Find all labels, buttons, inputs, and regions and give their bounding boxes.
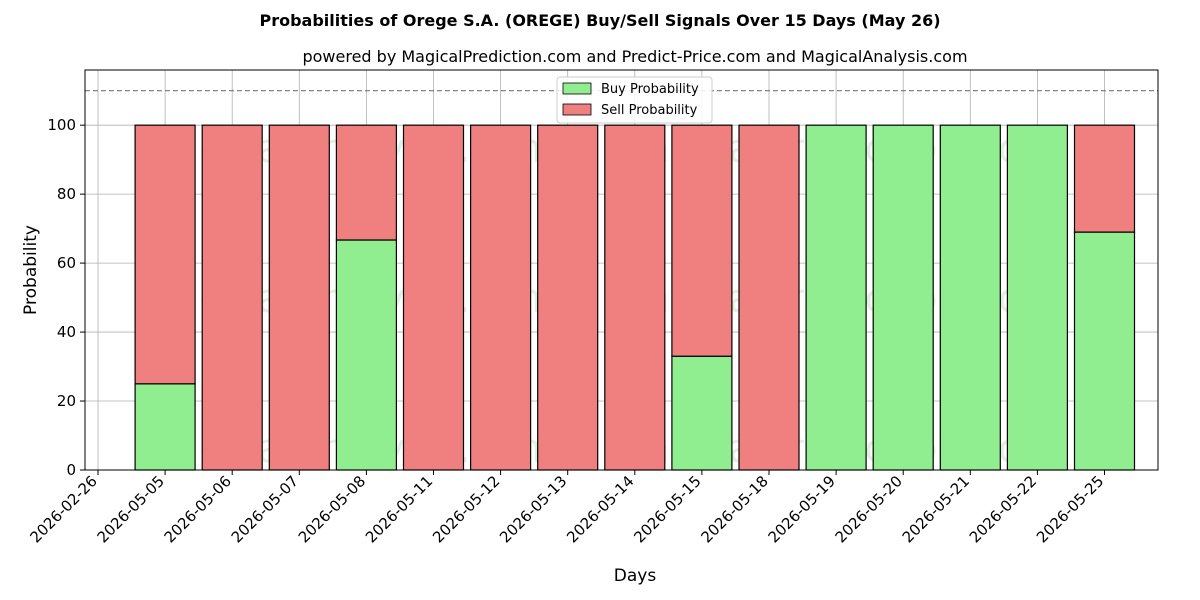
chart-subtitle: powered by MagicalPrediction.com and Pre… (302, 47, 967, 66)
y-tick-label: 20 (57, 392, 76, 410)
bar-sell (671, 124, 733, 357)
x-tick-label: 2026-05-12 (429, 472, 503, 546)
x-axis-ticks: 2026-02-262026-05-052026-05-062026-05-07… (26, 470, 1107, 546)
plot-frame (84, 69, 1159, 471)
bar-sell (537, 124, 599, 471)
bar-sell (201, 124, 263, 471)
bar-sell (1073, 124, 1136, 233)
legend-swatch-sell (562, 103, 592, 116)
bar-sell (134, 124, 196, 385)
bar-buy (134, 383, 196, 471)
legend: Buy Probability Sell Probability (556, 76, 713, 124)
bar-buy (671, 355, 733, 471)
legend-label-buy: Buy Probability (601, 82, 699, 97)
bar-sell (604, 124, 666, 471)
x-tick-label: 2026-05-07 (228, 472, 302, 546)
legend-label-sell: Sell Probability (601, 103, 698, 118)
bar-buy (939, 124, 1001, 471)
y-tick-label: 40 (57, 323, 76, 341)
x-tick-label: 2026-05-08 (295, 472, 369, 546)
chart-title: Probabilities of Orege S.A. (OREGE) Buy/… (259, 11, 940, 30)
x-tick-label: 2026-05-22 (966, 472, 1040, 546)
y-axis-label: Probability (21, 225, 41, 315)
bar-sell (402, 124, 465, 471)
legend-box (556, 76, 713, 124)
x-tick-label: 2026-05-13 (496, 472, 570, 546)
y-axis-ticks: 0 20 40 60 80 100 (47, 116, 85, 479)
legend-swatch-buy (562, 82, 592, 95)
x-tick-label: 2026-05-18 (697, 472, 771, 546)
bar-buy (335, 239, 397, 471)
x-tick-label: 2026-05-20 (832, 472, 906, 546)
x-tick-label: 2026-05-11 (362, 472, 436, 546)
x-tick-label: 2026-02-26 (26, 472, 100, 546)
bar-buy (1006, 124, 1069, 471)
y-tick-label: 0 (66, 461, 76, 479)
x-axis-label: Days (614, 566, 657, 586)
bars (134, 124, 1136, 471)
x-tick-label: 2026-05-14 (563, 472, 637, 546)
bar-sell (470, 124, 532, 471)
bar-sell (268, 124, 330, 471)
x-tick-label: 2026-05-06 (161, 472, 235, 546)
y-tick-label: 60 (57, 254, 76, 272)
x-tick-label: 2026-05-05 (94, 472, 168, 546)
y-tick-label: 80 (57, 185, 76, 203)
bar-sell (335, 124, 397, 241)
x-tick-label: 2026-05-21 (899, 472, 973, 546)
x-tick-label: 2026-05-15 (630, 472, 704, 546)
bar-buy (872, 124, 934, 471)
bar-sell (738, 124, 800, 471)
bar-buy (1073, 231, 1136, 471)
x-tick-label: 2026-05-25 (1033, 472, 1107, 546)
y-tick-label: 100 (47, 116, 76, 134)
bar-buy (805, 124, 867, 471)
x-tick-label: 2026-05-19 (765, 472, 839, 546)
